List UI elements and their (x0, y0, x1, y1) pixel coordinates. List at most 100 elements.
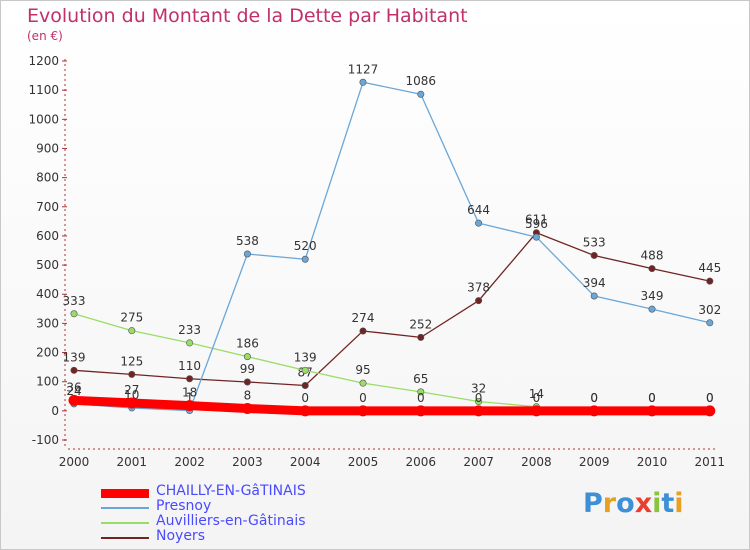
data-label: 0 (706, 391, 714, 405)
data-point (417, 333, 425, 341)
data-label: 538 (236, 234, 259, 248)
data-label: 233 (178, 323, 201, 337)
data-label: 1 (186, 391, 194, 405)
data-point (241, 403, 253, 415)
data-label: 110 (178, 359, 201, 373)
data-point (301, 381, 309, 389)
data-label: 0 (590, 391, 598, 405)
data-label: 14 (529, 387, 544, 401)
y-tick-label: 900 (36, 141, 59, 155)
y-tick-label: 200 (36, 346, 59, 360)
series-line-1 (73, 81, 711, 412)
data-label: 644 (467, 203, 490, 217)
data-label: 125 (120, 354, 143, 368)
data-point (590, 292, 598, 300)
data-point (706, 319, 714, 327)
data-label: 32 (471, 382, 486, 396)
logo-letter: i (652, 488, 662, 519)
legend-label: Presnoy (156, 498, 212, 514)
data-point (706, 277, 714, 285)
y-tick-label: 300 (36, 316, 59, 330)
data-point (301, 255, 309, 263)
data-label: 302 (698, 303, 721, 317)
legend-label: Noyers (156, 528, 205, 544)
y-tick-label: 1100 (28, 83, 59, 97)
data-label: 520 (294, 239, 317, 253)
logo-letter: i (674, 488, 684, 519)
data-point (301, 366, 309, 374)
x-tick-label: 2010 (637, 455, 668, 469)
data-label: 1086 (406, 74, 437, 88)
data-label: 139 (294, 350, 317, 364)
data-point (184, 400, 196, 412)
data-label: 24 (66, 384, 81, 398)
data-label: 27 (124, 383, 139, 397)
data-label: 0 (706, 391, 714, 405)
chart-subtitle: (en €) (27, 29, 63, 43)
y-tick-label: 700 (36, 200, 59, 214)
legend-label: CHAILLY-EN-GâTINAIS (156, 483, 306, 499)
data-label: 533 (583, 235, 606, 249)
data-label: 95 (355, 363, 370, 377)
data-point (646, 405, 658, 417)
data-label: 99 (240, 362, 255, 376)
data-point (417, 90, 425, 98)
data-point (243, 378, 251, 386)
data-label: 0 (359, 391, 367, 405)
data-point (359, 78, 367, 86)
data-point (648, 305, 656, 313)
data-label: 0 (301, 391, 309, 405)
data-point (648, 265, 656, 273)
data-point (186, 339, 194, 347)
logo-letter: t (661, 488, 675, 519)
data-label: 139 (63, 350, 86, 364)
logo-letter: x (634, 488, 653, 519)
data-label: 8 (244, 389, 252, 403)
data-label: 252 (409, 317, 432, 331)
data-label: 488 (641, 249, 664, 263)
data-label: 0 (533, 391, 541, 405)
data-point (475, 219, 483, 227)
data-label: 1127 (348, 62, 379, 76)
x-tick-label: 2003 (232, 455, 263, 469)
data-point (243, 353, 251, 361)
x-tick-label: 2004 (290, 455, 321, 469)
series-line-0 (69, 395, 715, 416)
y-tick-label: -100 (32, 433, 59, 447)
y-tick-label: 1200 (28, 54, 59, 68)
series-line-2 (73, 313, 711, 412)
x-tick-label: 2000 (59, 455, 90, 469)
proxiti-logo: Proxiti (583, 488, 684, 519)
data-label: 611 (525, 213, 548, 227)
y-tick-label: 600 (36, 229, 59, 243)
data-point (417, 388, 425, 396)
legend-swatch (101, 537, 149, 539)
data-label: 394 (583, 276, 606, 290)
y-tick-label: 400 (36, 287, 59, 301)
legend-swatch (101, 522, 149, 524)
data-point (299, 405, 311, 417)
legend-swatch (101, 488, 149, 498)
data-label: 275 (120, 311, 143, 325)
x-tick-label: 2006 (406, 455, 437, 469)
logo-letter: o (616, 488, 635, 519)
x-tick-label: 2001 (117, 455, 148, 469)
data-label: 0 (648, 391, 656, 405)
logo-letter: r (602, 488, 617, 519)
legend-swatch (101, 507, 149, 509)
y-tick-label: 800 (36, 171, 59, 185)
data-label: 596 (525, 217, 548, 231)
y-tick-label: 1000 (28, 112, 59, 126)
data-point (704, 405, 716, 417)
x-tick-label: 2002 (174, 455, 205, 469)
data-point (415, 405, 427, 417)
data-label: 333 (63, 294, 86, 308)
y-tick-label: 500 (36, 258, 59, 272)
data-point (126, 397, 138, 409)
y-tick-label: 0 (51, 404, 59, 418)
data-label: 378 (467, 281, 490, 295)
data-label: 0 (648, 391, 656, 405)
data-point (475, 398, 483, 406)
data-point (243, 250, 251, 258)
